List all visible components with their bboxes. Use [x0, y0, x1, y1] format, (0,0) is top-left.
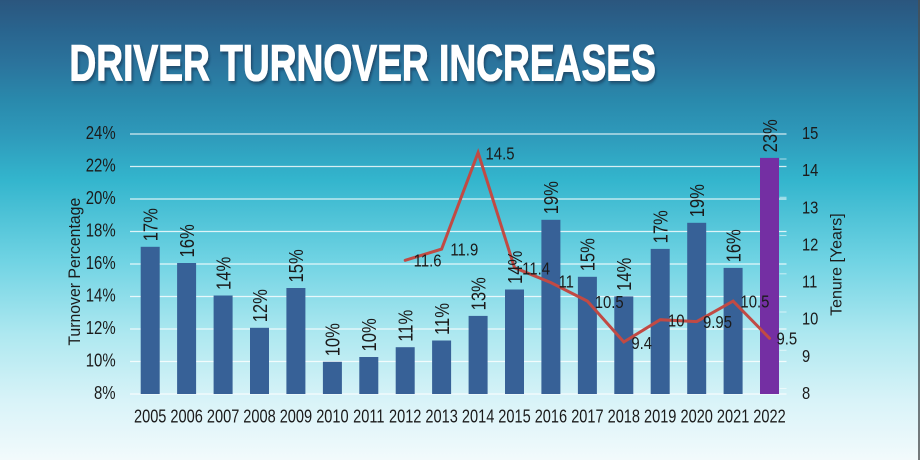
svg-text:15%: 15% — [285, 249, 308, 282]
svg-text:9.4: 9.4 — [631, 334, 652, 353]
svg-text:12: 12 — [802, 235, 818, 254]
svg-text:14%: 14% — [86, 285, 116, 306]
svg-text:15: 15 — [802, 124, 818, 143]
svg-text:22%: 22% — [86, 155, 116, 176]
svg-text:23%: 23% — [758, 119, 781, 152]
svg-text:16%: 16% — [175, 224, 198, 257]
svg-text:2019: 2019 — [644, 406, 676, 427]
svg-text:10%: 10% — [321, 323, 344, 356]
svg-text:14: 14 — [802, 161, 818, 180]
svg-text:20%: 20% — [86, 188, 116, 209]
svg-text:Turnover Percentage: Turnover Percentage — [67, 198, 84, 346]
svg-text:2007: 2007 — [207, 406, 239, 427]
svg-text:11: 11 — [558, 273, 573, 292]
svg-text:9.95: 9.95 — [703, 313, 732, 332]
svg-text:17%: 17% — [649, 210, 672, 243]
svg-text:11.9: 11.9 — [450, 241, 478, 260]
svg-text:2010: 2010 — [316, 406, 348, 427]
svg-text:9: 9 — [802, 347, 810, 366]
svg-text:9.5: 9.5 — [776, 330, 797, 349]
svg-text:10: 10 — [802, 310, 818, 329]
svg-text:17%: 17% — [139, 208, 162, 241]
svg-text:2005: 2005 — [134, 406, 166, 427]
svg-text:10: 10 — [668, 311, 685, 330]
svg-text:2012: 2012 — [389, 406, 421, 427]
svg-text:2017: 2017 — [571, 406, 603, 427]
svg-text:11.6: 11.6 — [414, 252, 442, 271]
svg-text:15%: 15% — [576, 238, 599, 271]
svg-text:8: 8 — [802, 384, 810, 403]
svg-text:11%: 11% — [430, 303, 453, 335]
svg-text:DRIVER TURNOVER INCREASES: DRIVER TURNOVER INCREASES — [69, 36, 655, 92]
svg-text:2015: 2015 — [498, 406, 530, 427]
svg-text:12%: 12% — [248, 289, 271, 322]
svg-text:18%: 18% — [86, 220, 116, 241]
svg-text:2022: 2022 — [753, 406, 785, 427]
svg-text:13%: 13% — [467, 277, 490, 310]
svg-text:24%: 24% — [86, 123, 116, 144]
svg-text:12%: 12% — [86, 318, 116, 339]
svg-text:10.5: 10.5 — [740, 293, 769, 312]
svg-text:2006: 2006 — [170, 406, 202, 427]
svg-text:Tenure [Years]: Tenure [Years] — [829, 213, 846, 316]
svg-text:2018: 2018 — [608, 406, 640, 427]
svg-text:10%: 10% — [358, 318, 381, 351]
svg-text:2011: 2011 — [353, 406, 384, 427]
svg-text:2008: 2008 — [243, 406, 275, 427]
svg-text:10%: 10% — [86, 350, 116, 371]
svg-text:11.4: 11.4 — [522, 259, 550, 278]
svg-text:19%: 19% — [540, 181, 563, 214]
svg-text:2016: 2016 — [535, 406, 567, 427]
svg-text:16%: 16% — [722, 229, 745, 262]
svg-text:11%: 11% — [394, 310, 417, 342]
svg-text:14%: 14% — [613, 258, 636, 291]
svg-text:11: 11 — [802, 272, 817, 291]
svg-text:14.5: 14.5 — [486, 144, 515, 163]
svg-text:2013: 2013 — [425, 406, 457, 427]
svg-text:19%: 19% — [686, 184, 709, 217]
svg-text:2020: 2020 — [681, 406, 713, 427]
svg-text:2021: 2021 — [717, 406, 749, 427]
svg-text:16%: 16% — [86, 253, 116, 274]
svg-text:14%: 14% — [503, 251, 526, 284]
svg-text:8%: 8% — [94, 383, 116, 404]
svg-text:2009: 2009 — [280, 406, 312, 427]
svg-text:13: 13 — [802, 198, 818, 217]
svg-text:2014: 2014 — [462, 406, 494, 427]
svg-text:10.5: 10.5 — [595, 293, 624, 312]
svg-text:14%: 14% — [212, 257, 235, 290]
